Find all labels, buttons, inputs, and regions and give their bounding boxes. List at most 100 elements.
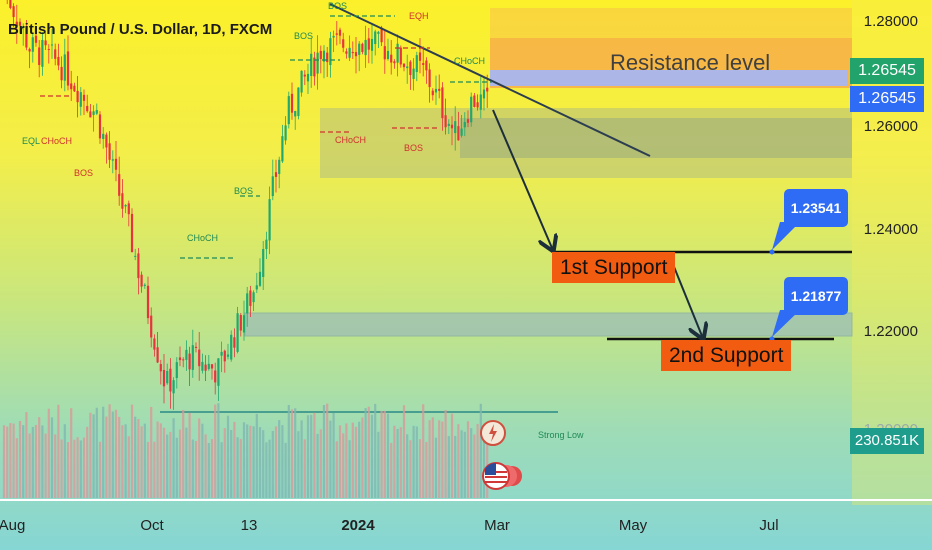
candle [217, 358, 220, 386]
volume-bar [114, 409, 118, 498]
volume-bar [220, 442, 223, 498]
volume-bar [38, 417, 41, 498]
candle [358, 43, 361, 55]
candle [198, 349, 201, 367]
candle [348, 47, 351, 58]
candle [54, 49, 57, 59]
volume-bar [95, 407, 98, 498]
volume-bar [354, 426, 358, 498]
candle [438, 88, 441, 91]
candle [60, 66, 63, 81]
candle [38, 47, 41, 66]
volume-bar [150, 406, 153, 498]
resistance-zone-upper [490, 8, 852, 38]
volume-bar [124, 424, 127, 498]
candle [319, 50, 322, 60]
candle [425, 60, 428, 71]
volume-bar [15, 438, 18, 498]
candle [380, 27, 383, 43]
resistance-level-band [490, 70, 848, 86]
volume-bar [383, 410, 386, 498]
volume-bar [409, 440, 412, 498]
candle [428, 69, 431, 88]
price-scale-panel[interactable] [852, 0, 932, 505]
volume-bar [185, 427, 188, 498]
candle [166, 371, 169, 384]
volume-bar [447, 436, 450, 498]
volume-bar [70, 408, 73, 498]
candle [73, 85, 76, 92]
candle [473, 95, 476, 107]
candle [44, 40, 47, 46]
candle [114, 158, 118, 170]
candle [214, 370, 217, 383]
candle [412, 68, 415, 79]
volume-bar [143, 423, 146, 498]
candle [82, 94, 86, 101]
volume-bar [89, 412, 92, 498]
volume-bar [438, 420, 441, 498]
volume-bar [175, 437, 178, 498]
volume-bar [130, 404, 134, 498]
volume-bar [402, 405, 406, 498]
candle [239, 314, 242, 331]
volume-tag[interactable]: 230.851K [850, 428, 924, 454]
candle [303, 74, 306, 77]
callout-support-2: 1.21877 [784, 277, 848, 315]
volume-bar [207, 442, 210, 498]
candle [41, 40, 44, 67]
volume-bar [246, 424, 249, 498]
volume-bar [76, 437, 79, 498]
candle [150, 315, 153, 338]
volume-bar [31, 426, 34, 498]
volume-bar [425, 442, 428, 498]
volume-bar [406, 434, 409, 498]
volume-bar [9, 423, 12, 498]
volume-bar [258, 427, 262, 498]
volume-bar [98, 441, 102, 498]
price-tag-lower[interactable]: 1.26545 [850, 86, 924, 112]
callout-pointer-1 [772, 222, 800, 250]
volume-bar [105, 416, 108, 498]
candle [377, 31, 380, 34]
candle [130, 213, 134, 253]
volume-bar [470, 428, 473, 498]
candle [172, 380, 175, 394]
lightning-icon[interactable] [480, 414, 506, 455]
structure-label-choch: CHoCH [41, 136, 73, 146]
volume-bar [284, 442, 287, 498]
volume-bar [233, 421, 236, 498]
candle [338, 29, 342, 36]
candle [361, 43, 364, 52]
candle [466, 119, 470, 123]
volume-bar [428, 420, 431, 498]
volume-bar [188, 412, 191, 498]
us-flag-icon[interactable] [480, 455, 524, 502]
volume-bar [265, 442, 268, 498]
volume-bar [2, 425, 6, 498]
candle [310, 53, 313, 76]
candle [102, 133, 105, 139]
price-tag-upper[interactable]: 1.26545 [850, 58, 924, 84]
volume-bar [25, 412, 28, 498]
candle [89, 111, 92, 118]
candle [441, 87, 444, 119]
callout-anchor-1 [769, 249, 775, 255]
volume-bar [166, 434, 169, 498]
volume-bar [303, 439, 306, 498]
candle [383, 46, 386, 60]
candle [159, 364, 162, 372]
volume-bar [140, 426, 143, 498]
candle [233, 337, 236, 348]
candle [210, 364, 214, 369]
volume-bar [370, 414, 374, 498]
volume-bar [322, 405, 326, 498]
candle [95, 110, 98, 114]
volume-bar [332, 412, 335, 498]
supply-zone-inner [460, 118, 852, 158]
volume-bar [6, 426, 9, 498]
volume-bar [191, 439, 194, 498]
volume-bar [86, 426, 89, 498]
